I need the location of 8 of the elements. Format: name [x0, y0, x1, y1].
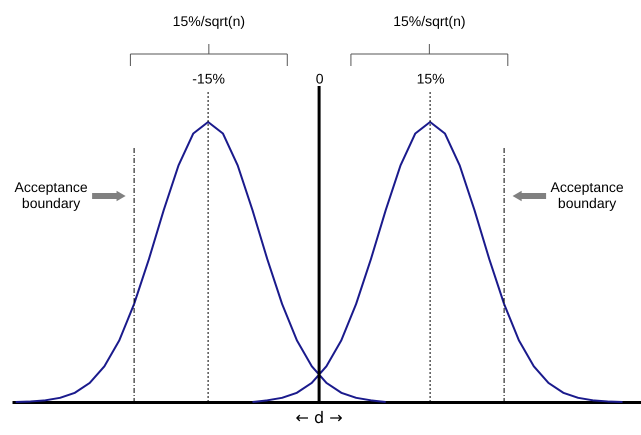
text: ← d →: [296, 408, 343, 427]
annotation: Acceptance boundary: [14, 179, 88, 211]
text: 15%/sqrt(n): [172, 13, 246, 29]
annotation: Acceptance boundary: [550, 179, 624, 211]
x-tick-label: 0: [316, 70, 324, 86]
x-tick-label: 15%: [416, 70, 445, 86]
x-tick-label: -15%: [192, 70, 225, 86]
text: 15%/sqrt(n): [393, 13, 466, 29]
